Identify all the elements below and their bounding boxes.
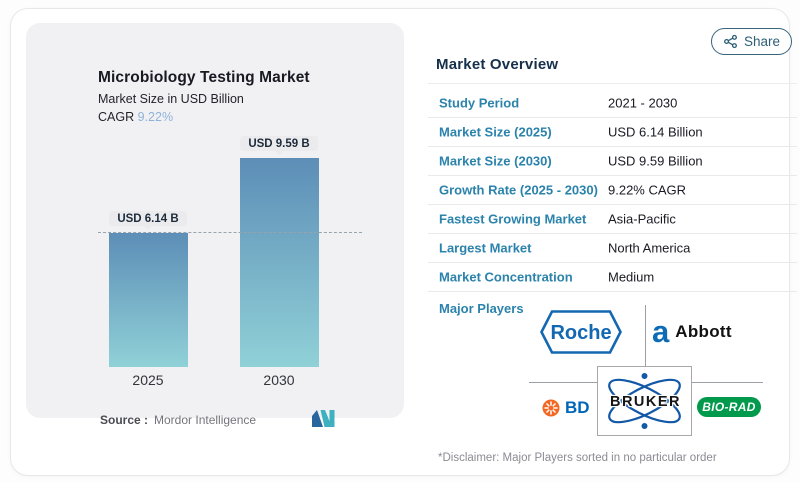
roche-logo: Roche — [540, 310, 622, 354]
overview-table: Study Period 2021 - 2030 Market Size (2025… — [428, 89, 797, 292]
logo-horizontal-divider-right — [692, 382, 763, 383]
logo-vertical-divider — [645, 305, 646, 366]
market-overview-card: Microbiology Testing Market Market Size … — [10, 8, 797, 476]
row-label: Market Concentration — [439, 269, 573, 285]
bd-star-icon — [542, 399, 560, 417]
row-value: USD 6.14 Billion — [608, 124, 703, 140]
row-label: Market Size (2025) — [439, 124, 552, 140]
row-value: USD 9.59 Billion — [608, 153, 703, 169]
abbott-logo: a Abbott — [652, 314, 732, 349]
row-label: Market Size (2030) — [439, 153, 552, 169]
overview-row: Largest Market North America — [428, 234, 797, 263]
overview-row: Market Size (2025) USD 6.14 Billion — [428, 118, 797, 147]
bar-value-pill: USD 9.59 B — [240, 136, 318, 155]
source-label: Source : — [100, 413, 149, 427]
bar-value-pill: USD 6.14 B — [109, 211, 187, 230]
row-label: Largest Market — [439, 240, 532, 256]
x-axis-label: 2025 — [132, 372, 164, 388]
disclaimer-text: *Disclaimer: Major Players sorted in no … — [438, 452, 717, 464]
source-value: Mordor Intelligence — [154, 413, 257, 427]
mordor-intelligence-logo-icon — [312, 410, 335, 427]
chart-panel: Microbiology Testing Market Market Size … — [26, 23, 404, 427]
source-row: Source : Mordor Intelligence — [100, 413, 256, 427]
heading-divider — [428, 83, 797, 84]
overview-row: Study Period 2021 - 2030 — [428, 89, 797, 118]
overview-row: Growth Rate (2025 - 2030) 9.22% CAGR — [428, 176, 797, 205]
share-button-label: Share — [743, 34, 781, 49]
row-value: 2021 - 2030 — [608, 95, 678, 111]
bd-logo: BD — [542, 398, 590, 418]
row-value: Medium — [608, 269, 655, 285]
chart-cagr: CAGR 9.22% — [98, 110, 173, 124]
abbott-logo-text: Abbott — [675, 322, 732, 341]
major-players-label: Major Players — [439, 301, 524, 316]
share-button[interactable]: Share — [711, 28, 792, 55]
cagr-label: CAGR — [98, 110, 135, 124]
biorad-logo: BIO-RAD — [697, 397, 761, 417]
row-value: Asia-Pacific — [608, 211, 676, 227]
row-value: 9.22% CAGR — [608, 182, 687, 198]
row-label: Fastest Growing Market — [439, 211, 587, 227]
bar-2025 — [108, 233, 188, 367]
svg-text:Roche: Roche — [550, 322, 611, 344]
bar-2030 — [239, 158, 319, 367]
pill-pointer — [143, 221, 153, 230]
row-value: North America — [608, 240, 691, 256]
overview-row: Fastest Growing Market Asia-Pacific — [428, 205, 797, 234]
chart-subtitle: Market Size in USD Billion — [98, 92, 244, 106]
bruker-logo-text: BRUKER — [609, 394, 682, 410]
bd-logo-text: BD — [565, 398, 590, 417]
row-label: Study Period — [439, 95, 520, 111]
chart-title: Microbiology Testing Market — [98, 69, 310, 86]
biorad-logo-text: BIO-RAD — [702, 400, 756, 414]
overview-row: Market Concentration Medium — [428, 263, 797, 292]
x-axis-label: 2030 — [263, 372, 295, 388]
logo-horizontal-divider-left — [529, 382, 597, 383]
reference-dashed-line — [98, 232, 362, 233]
pill-pointer — [274, 146, 284, 155]
share-icon — [724, 34, 737, 49]
row-label: Growth Rate (2025 - 2030) — [439, 182, 598, 198]
overview-row: Market Size (2030) USD 9.59 Billion — [428, 147, 797, 176]
cagr-value: 9.22% — [137, 110, 174, 124]
abbott-a-icon: a — [652, 314, 670, 349]
bruker-atom-icon — [608, 373, 681, 429]
overview-heading: Market Overview — [436, 56, 559, 73]
bruker-logo: BRUKER — [597, 366, 692, 436]
